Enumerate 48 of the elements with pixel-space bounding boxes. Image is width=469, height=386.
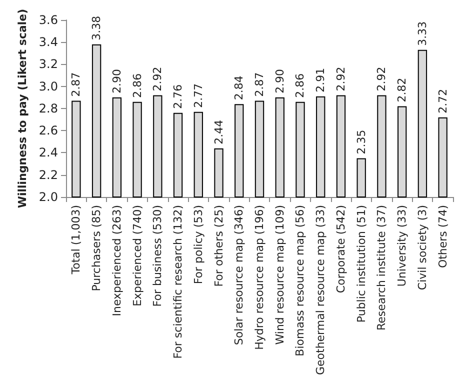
data-label: 2.86 [130, 73, 144, 98]
x-tick-label: For policy (53) [192, 205, 205, 284]
y-axis-title: Willingness to pay (Likert scale) [16, 8, 30, 208]
x-tick-label: Hydro resource map (196) [253, 205, 266, 350]
x-tick-label: Experienced (740) [130, 205, 144, 306]
x-tick-label: For business (530) [151, 205, 164, 307]
y-tick-label: 3.0 [38, 79, 58, 94]
data-label: 2.91 [314, 68, 328, 92]
data-label: 2.72 [436, 88, 450, 114]
x-tick-label: Inexperienced (263) [110, 205, 124, 316]
x-tick-label: For scientific research (132) [172, 205, 185, 359]
data-label: 2.87 [70, 72, 83, 97]
data-label: 2.92 [334, 66, 348, 92]
data-label: 2.77 [192, 83, 205, 108]
data-label: 2.35 [354, 130, 368, 154]
y-tick-label: 2.4 [38, 146, 58, 160]
x-tick-label: Research institute (37) [375, 205, 388, 331]
x-tick-label: Total (1,003) [70, 205, 83, 276]
y-tick-label: 2.6 [38, 124, 58, 138]
x-tick-label: Purchasers (85) [90, 205, 104, 292]
x-tick-label: Civil society (3) [416, 205, 429, 290]
data-label: 2.76 [172, 84, 185, 109]
y-tick-label: 3.2 [38, 57, 58, 72]
data-label: 3.33 [416, 21, 429, 46]
x-tick-label: Biomass resource map (56) [294, 205, 307, 356]
x-tick-label: For others (25) [212, 205, 226, 287]
y-tick-label: 2.0 [38, 190, 58, 204]
x-tick-label: Public institution (51) [354, 205, 368, 323]
y-tick-label: 2.2 [38, 168, 58, 182]
y-tick-label: 2.8 [38, 102, 58, 116]
x-tick-label: Others (74) [436, 205, 450, 268]
data-label: 2.86 [294, 73, 307, 98]
x-tick-label: Wind resource map (109) [273, 205, 286, 345]
x-tick-label: Geothermal resource map (33) [314, 205, 328, 376]
data-label: 2.90 [273, 68, 286, 94]
data-label: 3.38 [90, 16, 104, 40]
data-label: 2.87 [253, 72, 266, 97]
y-tick-label: 3.4 [38, 35, 58, 50]
data-label: 2.84 [232, 76, 246, 100]
y-tick-label: 3.6 [38, 13, 58, 27]
data-label: 2.90 [110, 68, 124, 94]
x-tick-label: Solar resource map (346) [232, 205, 246, 346]
data-label: 2.92 [375, 66, 388, 92]
data-label: 2.82 [396, 78, 409, 102]
x-tick-label: University (33) [396, 205, 409, 287]
x-tick-label: Corporate (542) [334, 205, 348, 294]
data-label: 2.44 [212, 120, 226, 144]
data-label: 2.92 [151, 66, 164, 92]
